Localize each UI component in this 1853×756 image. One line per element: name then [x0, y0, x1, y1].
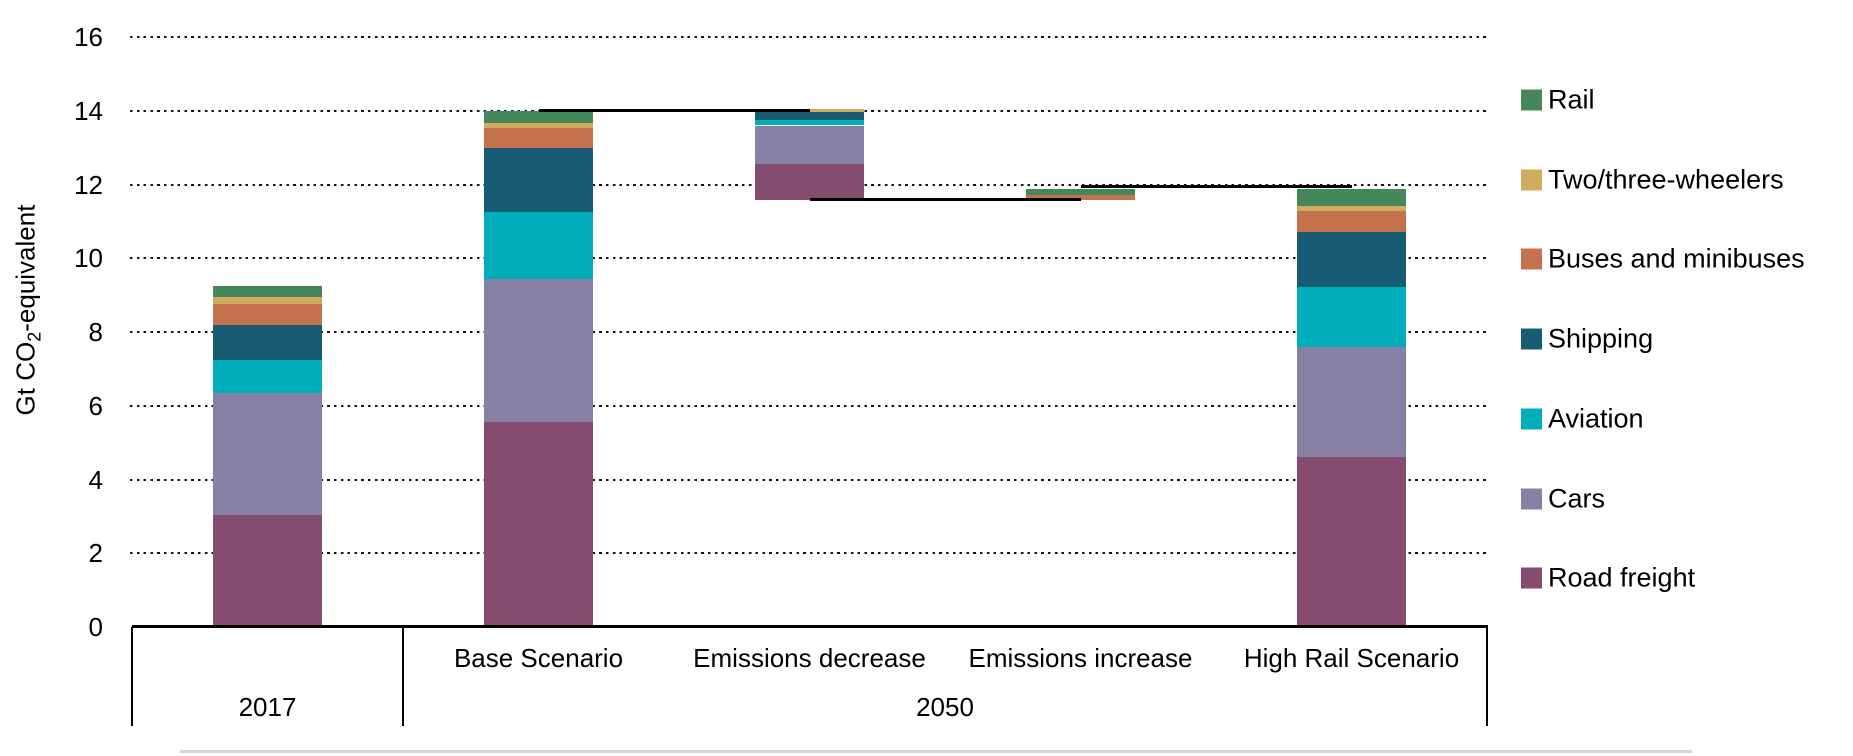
y-tick-14: 14 — [74, 95, 103, 126]
bar-segment-two_three_wheelers — [755, 108, 864, 113]
gridline-2 — [130, 552, 1487, 555]
x-group-label-2017: 2017 — [238, 692, 297, 722]
bar-segment-shipping — [213, 324, 322, 360]
legend-label-rail: Rail — [1548, 84, 1595, 115]
y-tick-8: 8 — [88, 317, 103, 347]
bar-segment-rail — [213, 285, 322, 297]
gridline-10 — [130, 257, 1487, 260]
road_freight-swatch-icon — [1521, 567, 1542, 589]
bar-segment-buses — [213, 304, 322, 325]
x-label-emissions-decrease: Emissions decrease — [693, 643, 926, 673]
bar-segment-road_freight — [1297, 457, 1406, 627]
bar-segment-buses — [1026, 194, 1135, 200]
x-axis-line — [132, 625, 1488, 628]
bar-segment-aviation — [755, 120, 864, 126]
cars-swatch-icon — [1521, 488, 1542, 509]
legend-label-shipping: Shipping — [1548, 323, 1654, 354]
shipping-swatch-icon — [1521, 328, 1542, 350]
bar-segment-road_freight — [213, 514, 322, 627]
y-tick-4: 4 — [88, 464, 103, 495]
legend-label-aviation: Aviation — [1548, 403, 1644, 434]
x-label-emissions-increase: Emissions increase — [968, 643, 1193, 673]
bar-segment-shipping — [755, 112, 864, 121]
waterfall-connector-3 — [1080, 184, 1352, 188]
legend-label-buses: Buses and minibuses — [1548, 243, 1805, 274]
gridline-4 — [130, 478, 1487, 481]
x-group-label-2050: 2050 — [916, 692, 974, 722]
bar-segment-rail — [1297, 189, 1406, 207]
bar-segment-buses — [484, 128, 593, 148]
gridline-16 — [130, 36, 1487, 38]
bar-segment-rail — [484, 110, 593, 124]
bar-segment-shipping — [484, 147, 593, 213]
bar-segment-shipping — [1297, 232, 1406, 288]
rail-swatch-icon — [1521, 89, 1542, 111]
y-tick-12: 12 — [74, 169, 103, 200]
legend-item-two_three_wheelers: Two/three-wheelers — [1521, 166, 1784, 193]
y-tick-2: 2 — [88, 538, 103, 569]
bar-segment-two_three_wheelers — [213, 296, 322, 305]
gridline-8 — [130, 331, 1487, 333]
two_three_wheelers-swatch-icon — [1521, 169, 1542, 191]
y-tick-6: 6 — [88, 390, 103, 421]
x-label-base-scenario: Base Scenario — [453, 643, 624, 673]
category-divider-3 — [1486, 627, 1488, 726]
legend-label-cars: Cars — [1548, 483, 1606, 513]
bar-segment-aviation — [213, 359, 322, 393]
bar-segment-two_three_wheelers — [484, 123, 593, 129]
bar-segment-cars — [484, 278, 593, 423]
legend-item-cars: Cars — [1521, 485, 1605, 512]
category-divider-2 — [402, 627, 404, 726]
legend-item-shipping: Shipping — [1521, 323, 1654, 354]
legend-label-two_three_wheelers: Two/three-wheelers — [1548, 164, 1784, 195]
waterfall-connector-2 — [809, 198, 1081, 202]
y-tick-0: 0 — [88, 612, 103, 642]
bar-segment-cars — [1297, 347, 1406, 458]
legend-item-buses: Buses and minibuses — [1521, 243, 1805, 274]
bar-segment-road_freight — [484, 422, 593, 627]
legend-item-road_freight: Road freight — [1521, 562, 1696, 593]
category-divider-1 — [131, 627, 133, 726]
legend-label-road_freight: Road freight — [1548, 562, 1696, 593]
y-tick-16: 16 — [74, 22, 103, 52]
bar-segment-aviation — [484, 212, 593, 279]
bar-segment-buses — [1297, 210, 1406, 233]
bar-segment-cars — [213, 392, 322, 515]
bottom-gray-line — [180, 750, 1692, 753]
aviation-swatch-icon — [1521, 408, 1542, 430]
y-tick-10: 10 — [74, 243, 103, 274]
bar-segment-two_three_wheelers — [1297, 206, 1406, 211]
waterfall-connector-1 — [538, 109, 810, 113]
y-axis-title: Gt CO2-equivalent — [11, 205, 46, 416]
x-label-high-rail-scenario: High Rail Scenario — [1243, 643, 1460, 673]
gridline-6 — [130, 404, 1487, 407]
buses-swatch-icon — [1521, 248, 1542, 270]
bar-segment-rail — [1026, 188, 1135, 195]
legend-item-aviation: Aviation — [1521, 405, 1644, 432]
bar-segment-aviation — [1297, 287, 1406, 348]
bar-segment-cars — [755, 125, 864, 165]
bar-segment-road_freight — [755, 164, 864, 200]
legend-item-rail: Rail — [1521, 84, 1595, 115]
